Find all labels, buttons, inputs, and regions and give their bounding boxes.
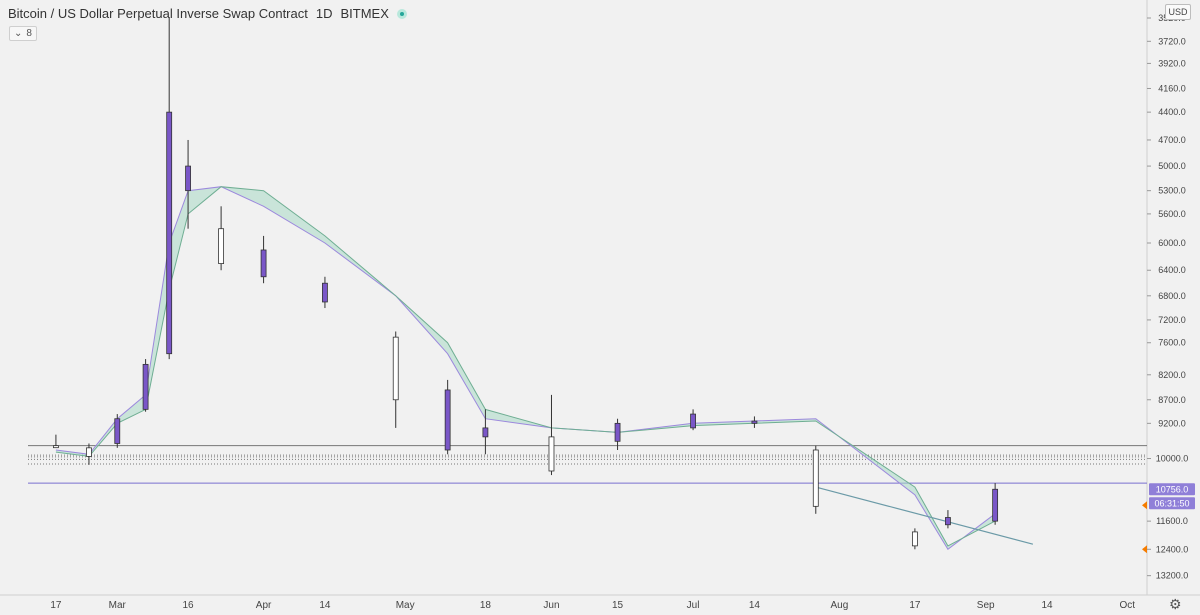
time-tick-label: Mar [109, 600, 127, 611]
candle [166, 18, 173, 360]
candle [86, 443, 92, 465]
alert-marker-icon[interactable] [1142, 545, 1147, 554]
ma-band-fill [55, 186, 996, 550]
candle [482, 409, 489, 455]
exchange-label: BITMEX [340, 6, 389, 21]
candle [548, 394, 555, 476]
candle [751, 416, 758, 428]
candle [690, 409, 696, 431]
candle-body [614, 422, 621, 442]
price-tick-label: 8200.0 [1158, 370, 1186, 380]
gear-icon[interactable]: ⚙ [1169, 596, 1182, 612]
candle [142, 359, 149, 412]
price-tick-label: 13200.0 [1156, 571, 1189, 581]
candle [812, 445, 819, 514]
price-tick-label: 4160.0 [1158, 83, 1186, 93]
candle [53, 434, 59, 449]
time-tick-label: 16 [183, 600, 195, 611]
price-tick-label: 4700.0 [1158, 135, 1186, 145]
chart-title: Bitcoin / US Dollar Perpetual Inverse Sw… [8, 6, 308, 21]
candle-body [185, 165, 191, 192]
price-tick-label: 12400.0 [1156, 544, 1189, 554]
time-tick-label: Aug [830, 600, 848, 611]
price-tick-label: 11600.0 [1156, 516, 1188, 526]
candle [114, 414, 121, 448]
price-tick-label: 10000.0 [1156, 454, 1189, 464]
ma-band-line-slow [55, 186, 996, 547]
countdown-label: 06:31:50 [1154, 498, 1189, 508]
candle [911, 528, 918, 550]
candle-body [114, 418, 121, 444]
time-tick-label: Oct [1119, 600, 1135, 611]
candle [260, 235, 267, 284]
time-tick-label: 17 [50, 600, 62, 611]
price-tick-label: 3920.0 [1158, 58, 1186, 68]
time-tick-label: 14 [749, 600, 761, 611]
time-tick-label: Jun [543, 600, 559, 611]
ma-band-line-fast [55, 186, 996, 551]
candle-body [482, 427, 489, 438]
candle-body [53, 445, 59, 449]
time-tick-label: 18 [480, 600, 492, 611]
price-tick-label: 7200.0 [1158, 315, 1186, 325]
time-tick-label: 17 [909, 600, 921, 611]
time-tick-label: Apr [256, 600, 272, 611]
candle-body [911, 531, 918, 547]
alert-marker-icon[interactable] [1142, 501, 1147, 510]
candle [945, 510, 951, 529]
candle [992, 483, 999, 525]
time-tick-label: May [396, 600, 415, 611]
currency-button[interactable]: USD [1165, 4, 1191, 20]
candle [322, 276, 328, 309]
price-tick-label: 6400.0 [1158, 265, 1186, 275]
candle-body [260, 249, 267, 278]
candle-body [166, 111, 173, 355]
candle-body [218, 228, 225, 264]
chevron-down-icon: ⌄ [14, 28, 23, 39]
time-tick-label: 15 [612, 600, 624, 611]
price-tick-label: 5300.0 [1158, 186, 1186, 196]
candle [392, 331, 399, 428]
price-tick-label: 5600.0 [1158, 209, 1186, 219]
indicator-value: 8 [26, 28, 32, 39]
last-price-label-bg [1149, 483, 1195, 496]
time-tick-label: Jul [687, 600, 700, 611]
candle-body [322, 282, 328, 303]
price-tick-label: 5000.0 [1158, 161, 1186, 171]
candle-body [86, 447, 92, 457]
price-tick-label: 6800.0 [1158, 291, 1186, 301]
price-tick-label: 4400.0 [1158, 107, 1186, 117]
candle-body [812, 449, 819, 507]
trend-line[interactable] [815, 486, 1034, 545]
candle-body [444, 389, 451, 451]
candle-body [751, 420, 758, 424]
chart-title-bar: Bitcoin / US Dollar Perpetual Inverse Sw… [8, 6, 407, 21]
candle-body [142, 363, 149, 410]
time-tick-label: 14 [1041, 600, 1053, 611]
candle [218, 206, 225, 271]
price-tick-label: 9200.0 [1158, 418, 1186, 428]
indicator-toggle[interactable]: ⌄ 8 [9, 26, 37, 41]
candle-body [992, 488, 999, 522]
live-status-dot-icon [396, 8, 407, 19]
interval-label: 1D [315, 6, 333, 21]
price-tick-label: 3720.0 [1158, 36, 1186, 46]
countdown-label-bg [1149, 497, 1195, 510]
candle-body [548, 436, 555, 472]
candle-body [945, 517, 951, 526]
candle-body [392, 336, 399, 401]
price-tick-label: 7600.0 [1158, 338, 1186, 348]
price-tick-label: 8700.0 [1158, 395, 1186, 405]
candle-body [690, 413, 696, 429]
price-tick-label: 6000.0 [1158, 238, 1186, 248]
candle [444, 379, 451, 455]
time-tick-label: Sep [977, 600, 995, 611]
last-price-label: 10756.0 [1156, 484, 1189, 494]
time-tick-label: 14 [319, 600, 331, 611]
candle [185, 139, 191, 229]
candle [614, 418, 621, 450]
